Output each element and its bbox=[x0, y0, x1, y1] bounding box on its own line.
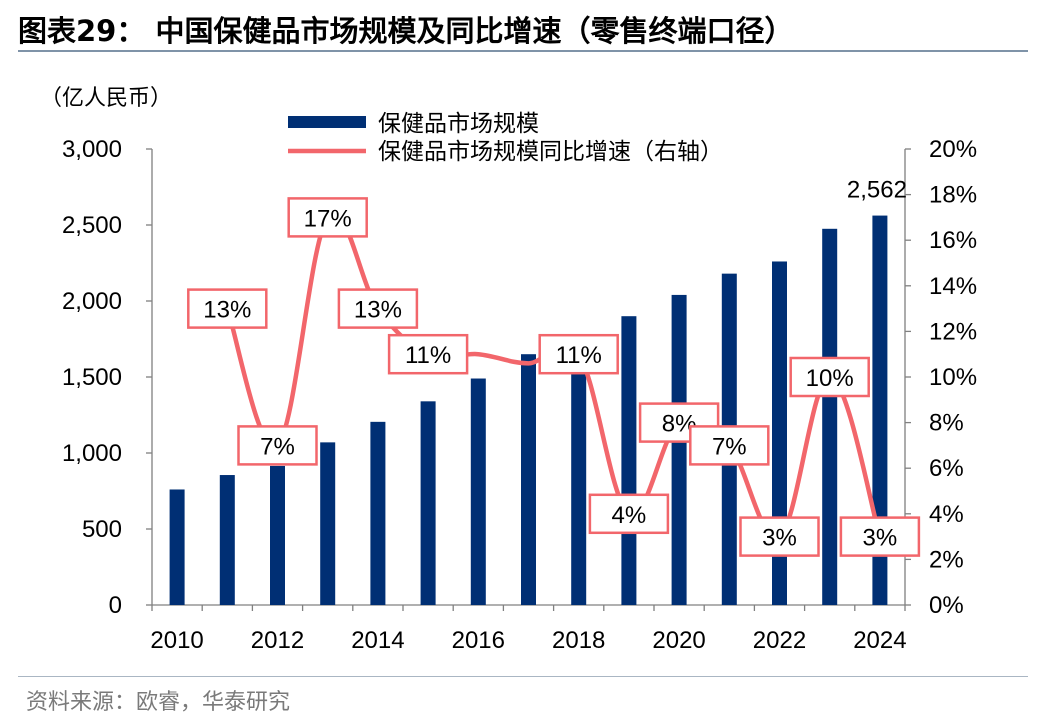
figure-title: 图表29： 中国保健品市场规模及同比增速（零售终端口径） bbox=[18, 14, 794, 48]
left-axis-tick-label: 0 bbox=[109, 592, 122, 619]
line-data-label: 13% bbox=[337, 288, 419, 329]
line-data-label-text: 3% bbox=[762, 525, 797, 552]
line-data-label-text: 13% bbox=[354, 297, 402, 324]
bar-2012 bbox=[270, 465, 285, 605]
legend-swatch-bar bbox=[288, 116, 366, 128]
bar-2014 bbox=[370, 421, 386, 605]
line-data-label: 13% bbox=[187, 288, 268, 329]
line-data-label: 7% bbox=[237, 425, 318, 466]
x-axis-tick-label: 2024 bbox=[853, 627, 906, 654]
line-data-label: 3% bbox=[839, 516, 921, 557]
line-data-label: 10% bbox=[789, 356, 870, 398]
legend-label-bar: 保健品市场规模 bbox=[378, 110, 539, 136]
right-axis-tick-label: 0% bbox=[929, 592, 964, 619]
line-data-label-box bbox=[287, 197, 368, 238]
line-data-label-text: 7% bbox=[712, 433, 747, 460]
x-axis-tick-label: 2012 bbox=[251, 627, 304, 654]
line-data-label-box bbox=[337, 288, 419, 329]
right-axis-tick-label: 20% bbox=[929, 136, 977, 163]
line-data-label: 3% bbox=[739, 516, 820, 557]
line-data-label-box bbox=[538, 333, 619, 375]
line-data-label: 17% bbox=[287, 197, 368, 238]
right-axis-tick-label: 10% bbox=[929, 364, 977, 391]
bar-2020 bbox=[671, 294, 687, 605]
bar-2015 bbox=[420, 401, 436, 605]
source-note: 资料来源：欧睿，华泰研究 bbox=[26, 690, 291, 715]
x-axis-tick-label: 2018 bbox=[552, 627, 605, 654]
line-data-label-text: 13% bbox=[203, 297, 251, 324]
right-axis-tick-label: 8% bbox=[929, 410, 964, 437]
bar-2016 bbox=[470, 378, 486, 605]
right-axis-tick-label: 2% bbox=[929, 546, 964, 573]
line-data-label: 4% bbox=[588, 493, 670, 535]
x-axis-tick-label: 2010 bbox=[150, 627, 203, 654]
line-data-label-box bbox=[839, 516, 921, 557]
left-axis-tick-label: 1,000 bbox=[62, 440, 122, 467]
left-axis-tick-label: 2,000 bbox=[62, 288, 122, 315]
right-axis-tick-label: 16% bbox=[929, 227, 977, 254]
bar-2013 bbox=[320, 442, 336, 605]
title-divider bbox=[18, 50, 1028, 52]
right-axis-tick-label: 6% bbox=[929, 455, 964, 482]
line-data-label-text: 4% bbox=[612, 502, 647, 529]
line-data-label: 11% bbox=[387, 333, 469, 375]
bar-2018 bbox=[571, 364, 587, 605]
line-data-label-text: 11% bbox=[556, 342, 602, 369]
right-axis-tick-label: 14% bbox=[929, 273, 977, 300]
line-data-label-box bbox=[689, 425, 770, 466]
line-data-label-text: 10% bbox=[806, 365, 854, 392]
bar-2019 bbox=[621, 316, 637, 605]
right-axis-tick-label: 12% bbox=[929, 318, 977, 345]
left-axis-tick-label: 1,500 bbox=[62, 364, 122, 391]
x-axis-tick-label: 2020 bbox=[652, 627, 705, 654]
line-data-label-box bbox=[588, 493, 670, 535]
left-axis-unit-label: （亿人民币） bbox=[40, 85, 172, 110]
right-axis-tick-label: 18% bbox=[929, 182, 977, 209]
bar-2024 bbox=[872, 215, 888, 606]
bar-2023 bbox=[822, 228, 838, 606]
line-data-label: 11% bbox=[538, 333, 619, 375]
x-axis-tick-label: 2016 bbox=[452, 627, 505, 654]
bar-2010 bbox=[169, 489, 185, 605]
x-axis-tick-label: 2014 bbox=[351, 627, 404, 654]
line-data-label-text: 17% bbox=[304, 205, 352, 232]
bar-value-label: 2,562 bbox=[847, 177, 907, 204]
line-data-label-box bbox=[187, 288, 268, 329]
right-axis-tick-label: 4% bbox=[929, 501, 964, 528]
bar-2017 bbox=[521, 354, 536, 605]
line-data-label-box bbox=[789, 356, 870, 398]
line-data-label-text: 11% bbox=[405, 342, 451, 369]
line-data-label-box bbox=[739, 516, 820, 557]
left-axis-tick-label: 2,500 bbox=[62, 212, 122, 239]
line-data-label-text: 7% bbox=[260, 433, 295, 460]
left-axis-tick-label: 500 bbox=[82, 516, 122, 543]
source-divider bbox=[18, 676, 1028, 677]
legend-label-line: 保健品市场规模同比增速（右轴） bbox=[378, 138, 723, 164]
line-data-label: 7% bbox=[689, 425, 770, 466]
line-data-label-box bbox=[237, 425, 318, 466]
line-data-label-box bbox=[387, 333, 469, 375]
left-axis-tick-label: 3,000 bbox=[62, 136, 122, 163]
bar-2011 bbox=[219, 475, 235, 605]
x-axis-tick-label: 2022 bbox=[753, 627, 806, 654]
line-data-label-text: 3% bbox=[863, 525, 898, 552]
